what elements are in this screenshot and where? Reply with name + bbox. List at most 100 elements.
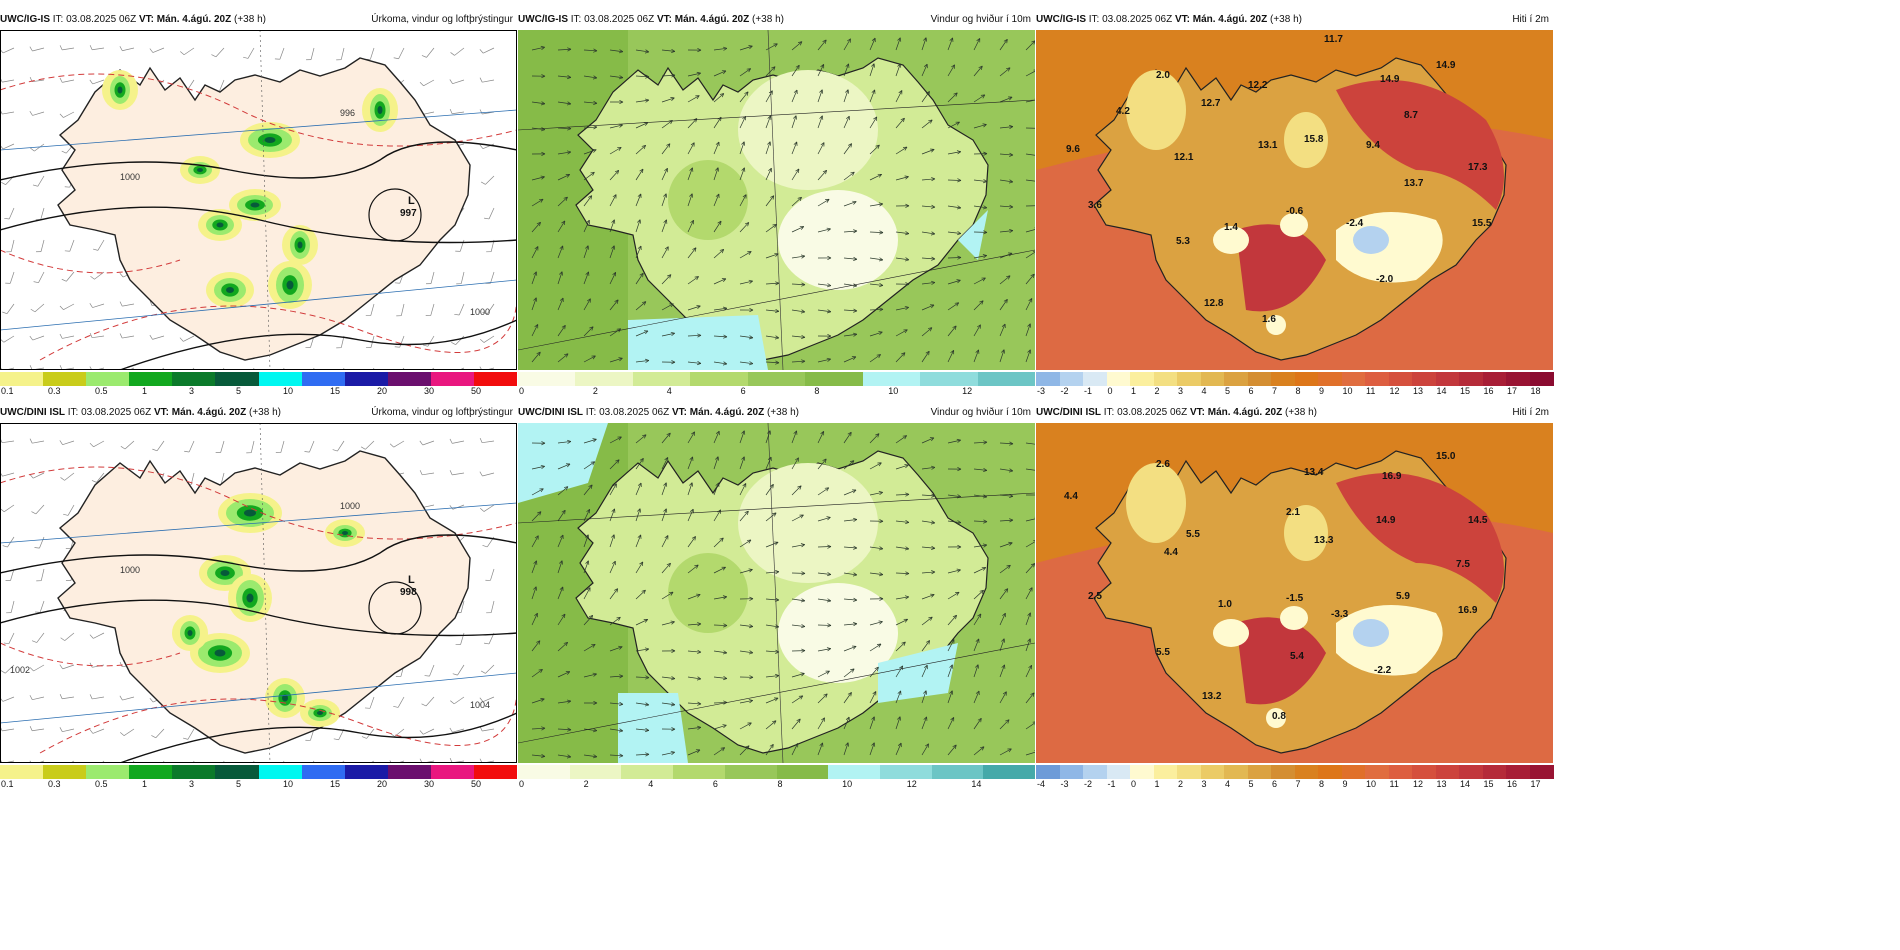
colorbar-swatch	[1482, 372, 1507, 386]
colorbar-tick: 4	[1225, 779, 1231, 789]
temperature-label: 13.4	[1304, 467, 1324, 478]
colorbar-tick: 2	[1178, 779, 1184, 789]
colorbar-swatch	[828, 765, 881, 779]
isobars	[0, 141, 517, 370]
colorbar-tick: 6	[1248, 386, 1254, 396]
colorbar-tick: 0.3	[48, 386, 61, 396]
colorbar-tick: 17	[1530, 779, 1541, 789]
colorbar-swatch	[747, 372, 806, 386]
lead-time: (+38 h)	[249, 407, 281, 418]
colorbar-swatch	[1435, 372, 1460, 386]
colorbar-tick: 15	[330, 386, 341, 396]
temperature-label: 14.9	[1436, 60, 1456, 71]
colorbar-swatch	[931, 765, 984, 779]
wind-map[interactable]	[518, 423, 1035, 763]
panel-header: UWC/IG-IS IT: 03.08.2025 06Z VT: Mán. 4.…	[518, 14, 784, 30]
panel-header: UWC/DINI ISL IT: 03.08.2025 06Z VT: Mán.…	[518, 407, 799, 423]
temperature-label: -3.3	[1331, 609, 1349, 620]
colorbar-tick: 17	[1507, 386, 1518, 396]
colorbar-tick: 5	[236, 386, 242, 396]
colorbar: -4 -3 -2 -1 0 1 2 3 4 5 6 7 8 9 10 11 12 13 14 15 16 17	[1036, 765, 1554, 791]
temp-map[interactable]: 2.6 15.0 13.4 16.9 4.4 2.1 14.9 5.5 14.5 13.3 4.4 7…	[1036, 423, 1553, 763]
colorbar-tick: 9	[1342, 779, 1348, 789]
colorbar-swatch	[172, 765, 216, 779]
colorbar-swatch	[724, 765, 777, 779]
colorbar-swatch	[86, 765, 130, 779]
wind-arrows	[531, 37, 1035, 366]
temperature-label: 13.7	[1404, 178, 1424, 189]
model-name: UWC/DINI ISL	[518, 407, 583, 418]
colorbar-swatch	[1435, 765, 1460, 779]
wind-map[interactable]	[518, 30, 1035, 370]
colorbar-swatch	[1459, 372, 1483, 386]
temperature-label: 13.3	[1314, 535, 1334, 546]
init-time: IT: 03.08.2025 06Z	[570, 14, 655, 25]
colorbar-swatch	[805, 372, 864, 386]
colorbar-tick: 50	[471, 779, 482, 789]
colorbar-tick: -2	[1060, 386, 1069, 396]
temperature-label: -1.5	[1286, 593, 1304, 604]
model-name: UWC/DINI ISL	[1036, 407, 1101, 418]
colorbar-swatch	[215, 372, 259, 386]
temperature-label: 5.5	[1186, 529, 1200, 540]
temperature-label: 12.2	[1248, 80, 1268, 91]
colorbar-tick: 16	[1507, 779, 1518, 789]
colorbar-swatch	[977, 372, 1036, 386]
temperature-label: 11.7	[1324, 34, 1343, 45]
colorbar-tick: 3	[1178, 386, 1184, 396]
panel-title: Vindur og hviður í 10m	[930, 14, 1031, 25]
temperature-label: 5.4	[1290, 651, 1304, 662]
precip-areas	[102, 70, 398, 309]
precip-map[interactable]: 996 1000 1000 L 997	[0, 30, 517, 370]
colorbar-swatch	[129, 765, 173, 779]
colorbar-swatch	[1271, 765, 1295, 779]
colorbar-swatch	[387, 765, 432, 779]
colorbar-swatch	[473, 372, 518, 386]
precip-map[interactable]: 1000 1000 1004 1002 L 998	[0, 423, 517, 763]
colorbar-tick: 0.1	[1, 386, 14, 396]
colorbar-swatch	[258, 765, 303, 779]
colorbar-tick: 15	[330, 779, 341, 789]
colorbar-swatch	[43, 765, 87, 779]
colorbar-tick: 0	[1131, 779, 1137, 789]
temperature-contours	[0, 73, 517, 361]
wind-arrows	[531, 430, 1035, 759]
colorbar-tick: 10	[283, 386, 294, 396]
colorbar-tick: 12	[962, 386, 973, 396]
colorbar-swatch	[920, 372, 979, 386]
temperature-label: 15.0	[1436, 451, 1456, 462]
colorbar-tick: 10	[1366, 779, 1377, 789]
temperature-label: 0.8	[1272, 711, 1286, 722]
colorbar-swatch	[1177, 765, 1201, 779]
valid-time: Mán. 4.ágú. 20Z	[1192, 14, 1268, 25]
colorbar-swatch	[1459, 765, 1483, 779]
valid-time: Mán. 4.ágú. 20Z	[1207, 407, 1283, 418]
colorbar: 0 2 4 6 8 10 12	[518, 372, 1036, 398]
colorbar-swatch	[1341, 765, 1366, 779]
colorbar-tick: 5	[1248, 779, 1254, 789]
model-name: UWC/DINI ISL	[0, 407, 65, 418]
colorbar-tick: 3	[189, 386, 195, 396]
lead-time: (+38 h)	[234, 14, 266, 25]
wind-panel: UWC/DINI ISL IT: 03.08.2025 06Z VT: Mán.…	[518, 407, 1036, 791]
colorbar-swatch	[43, 372, 87, 386]
colorbar-tick: 1	[1131, 386, 1137, 396]
temperature-label: 12.1	[1174, 152, 1194, 163]
colorbar-tick: 10	[842, 779, 853, 789]
colorbar-swatch	[1059, 765, 1084, 779]
colorbar-swatch	[1412, 372, 1436, 386]
temp-map[interactable]: 11.7 2.0 14.9 14.9 4.2 12.7 12.2 8.7 9.6 12.1 13.1…	[1036, 30, 1553, 370]
colorbar-tick: 12	[1413, 779, 1424, 789]
temperature-label: 1.4	[1224, 222, 1238, 233]
colorbar-tick: 2	[592, 386, 598, 396]
colorbar-swatch	[1388, 372, 1413, 386]
colorbar-tick: 8	[1295, 386, 1301, 396]
colorbar-tick: 8	[814, 386, 820, 396]
temperature-label: 13.2	[1202, 691, 1222, 702]
lead-time: (+38 h)	[1270, 14, 1302, 25]
colorbar-tick: 3	[1201, 779, 1207, 789]
colorbar-swatch	[258, 372, 303, 386]
colorbar-tick: 8	[1319, 779, 1325, 789]
temperature-label: 4.4	[1164, 547, 1178, 558]
